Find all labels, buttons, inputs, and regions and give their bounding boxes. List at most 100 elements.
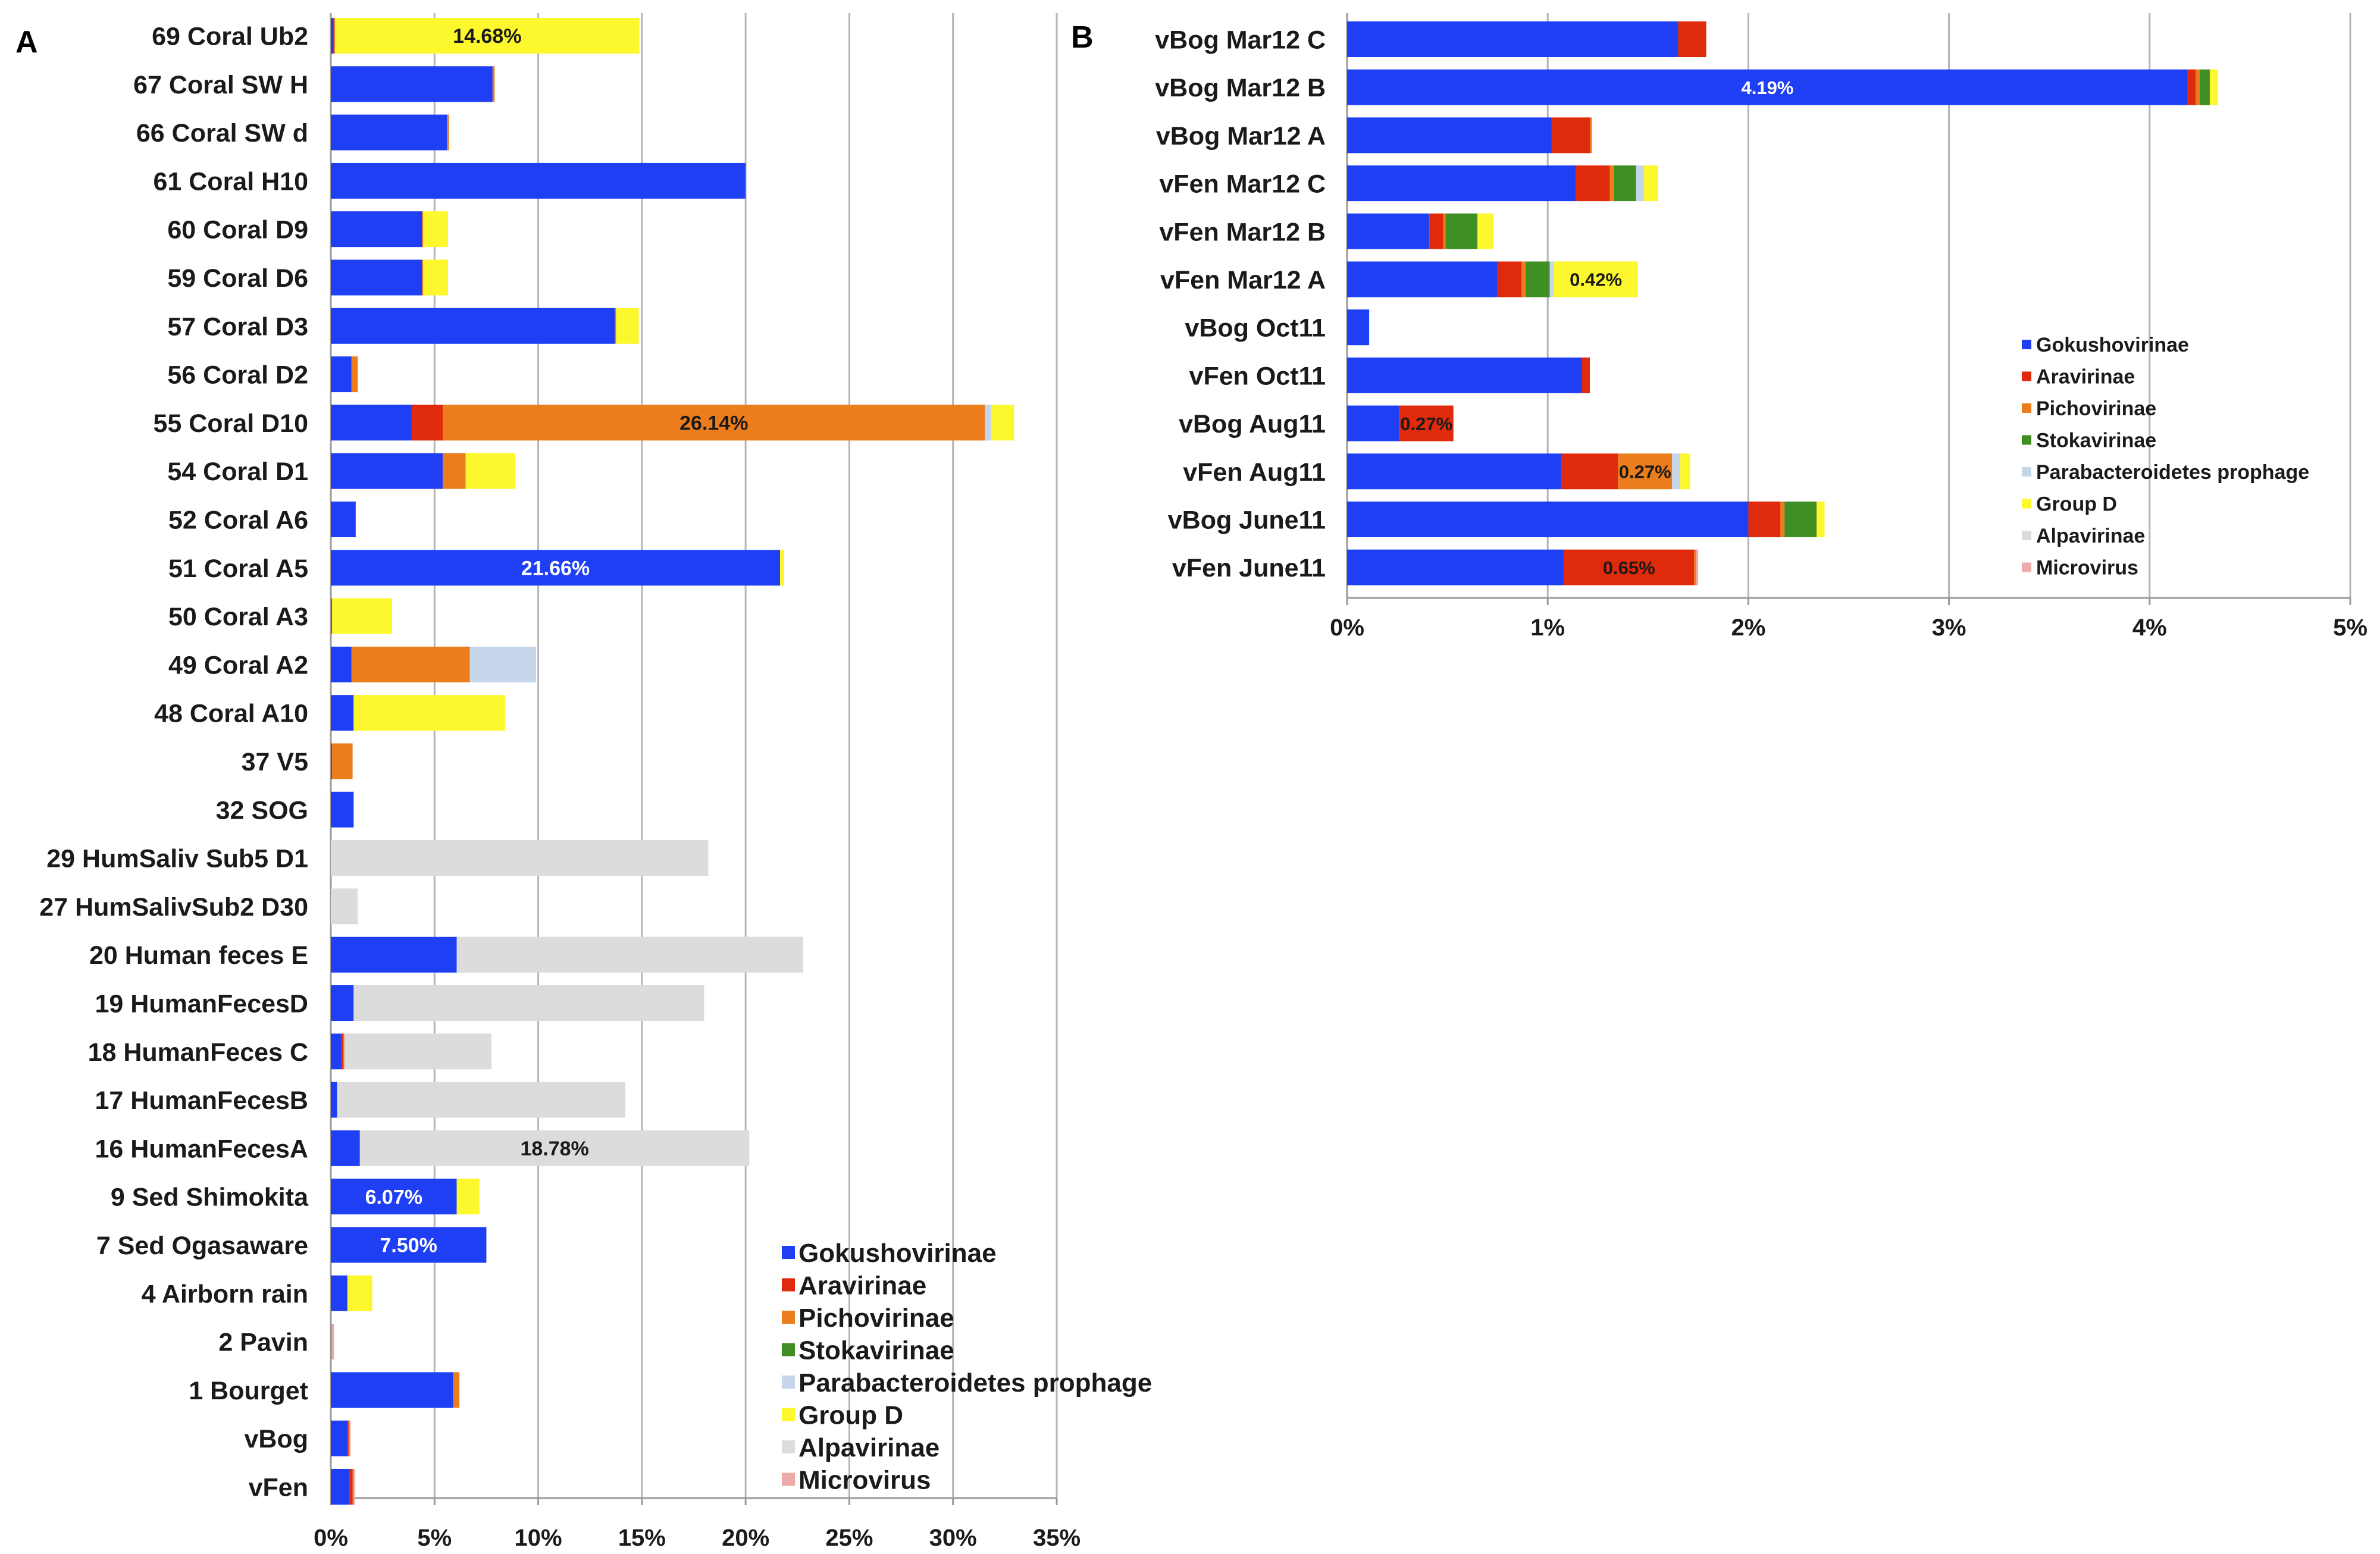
bar-segment-gokushovirinae xyxy=(331,259,422,296)
x-tick-label: 10% xyxy=(515,1525,562,1551)
bar-segment-pichovirinae xyxy=(615,308,616,344)
category-label: 32 SOG xyxy=(216,796,308,825)
legend-swatch-group-d xyxy=(2022,499,2031,509)
bar-segment-pichovirinae xyxy=(1443,213,1446,249)
data-label: 7.50% xyxy=(380,1235,437,1257)
bar-segment-gokushovirinae xyxy=(1347,357,1582,393)
legend-label: Gokushovirinae xyxy=(798,1239,997,1268)
bar-segment-gokushovirinae xyxy=(331,114,447,151)
data-label: 21.66% xyxy=(521,557,590,580)
x-tick-label: 35% xyxy=(1033,1525,1081,1551)
category-label: vBog Mar12 C xyxy=(1155,26,1326,54)
bar-segment-group-d xyxy=(331,598,392,634)
bar-segment-group-d xyxy=(1477,213,1494,249)
bar-segment-gokushovirinae xyxy=(331,743,332,779)
legend-swatch-aravirinae xyxy=(782,1278,795,1292)
bar-segment-pichovirinae xyxy=(348,1420,350,1456)
category-label: 2 Pavin xyxy=(218,1329,308,1357)
bar-segment-aravirinae xyxy=(2187,69,2196,105)
bar-segment-alpavirinae xyxy=(331,840,709,876)
bar-segment-group-d xyxy=(1817,502,1825,537)
bar-segment-gokushovirinae xyxy=(331,1275,347,1311)
bar-segment-alpavirinae xyxy=(337,1082,625,1118)
category-label: vFen Oct11 xyxy=(1189,362,1326,390)
data-label: 0.42% xyxy=(1570,270,1622,290)
bar-segment-pichovirinae xyxy=(1780,502,1785,537)
category-label: vBog Mar12 B xyxy=(1155,74,1326,102)
bar-segment-pichovirinae xyxy=(422,259,424,296)
category-label: 56 Coral D2 xyxy=(167,361,308,390)
bar-segment-aravirinae xyxy=(411,405,443,441)
category-label: 66 Coral SW d xyxy=(136,119,308,148)
bar-segment-aravirinae xyxy=(333,18,334,54)
bar-segment-aravirinae xyxy=(1429,213,1443,249)
x-tick-label: 30% xyxy=(929,1525,977,1551)
bar-segment-pichovirinae xyxy=(331,743,353,779)
bar-segment-parabacteroidetes-prophage xyxy=(985,405,991,441)
category-label: vBog xyxy=(245,1425,309,1453)
category-label: vFen Mar12 A xyxy=(1160,266,1326,294)
legend-label: Pichovirinae xyxy=(798,1304,954,1333)
legend-swatch-alpavirinae xyxy=(2022,531,2031,540)
bar-segment-gokushovirinae xyxy=(331,453,443,489)
category-label: 37 V5 xyxy=(242,748,308,776)
bar-segment-pichovirinae xyxy=(447,114,449,151)
bar-segment-gokushovirinae xyxy=(331,405,412,441)
bar-segment-alpavirinae xyxy=(359,1130,750,1166)
bar-segment-aravirinae xyxy=(1576,165,1610,202)
bar-segment-aravirinae xyxy=(347,1420,349,1456)
bar-segment-gokushovirinae xyxy=(331,1082,337,1118)
legend-label: Pichovirinae xyxy=(2036,397,2156,420)
category-label: 59 Coral D6 xyxy=(167,264,308,293)
x-tick-label: 15% xyxy=(618,1525,666,1551)
panel-b-chart: B 0% 1% 2% 3% 4% 5% vBog Mar12 C vBog Mar12 B 4.1… xyxy=(1071,13,2368,641)
bar-segment-aravirinae xyxy=(1582,357,1590,393)
category-label: 69 Coral Ub2 xyxy=(152,22,308,51)
bar-segment-gokushovirinae xyxy=(331,1033,342,1070)
legend-label: Alpavirinae xyxy=(798,1433,940,1462)
bar-segment-pichovirinae xyxy=(453,1372,460,1408)
bar-segment-gokushovirinae xyxy=(1347,309,1370,346)
bar-segment-gokushovirinae xyxy=(331,598,332,634)
category-label: 1 Bourget xyxy=(189,1377,308,1405)
category-label: 7 Sed Ogasaware xyxy=(96,1232,308,1260)
bar-segment-pichovirinae xyxy=(1618,453,1673,490)
bar-segment-pichovirinae xyxy=(443,405,985,441)
legend-label: Alpavirinae xyxy=(2036,525,2145,547)
legend-label: Stokavirinae xyxy=(2036,430,2156,452)
category-label: 60 Coral D9 xyxy=(167,216,308,245)
bar-segment-gokushovirinae xyxy=(1347,405,1399,441)
bar-segment-gokushovirinae xyxy=(331,308,615,344)
data-label: 0.65% xyxy=(1603,557,1655,578)
legend-swatch-alpavirinae xyxy=(782,1440,795,1453)
bar-segment-pichovirinae xyxy=(343,1033,345,1070)
legend-swatch-pichovirinae xyxy=(2022,403,2031,413)
bar-segment-pichovirinae xyxy=(1521,261,1526,297)
bar-segment-stokavirinae xyxy=(1614,165,1636,202)
bar-segment-gokushovirinae xyxy=(331,1179,457,1215)
category-label: 29 HumSaliv Sub5 D1 xyxy=(46,845,308,873)
bar-segment-group-d xyxy=(1680,453,1690,490)
bar-segment-aravirinae xyxy=(1748,502,1781,537)
bar-segment-gokushovirinae xyxy=(331,356,352,393)
x-tick-label: 3% xyxy=(1932,615,1966,641)
bar-segment-stokavirinae xyxy=(1784,502,1817,537)
legend-swatch-microvirus xyxy=(782,1472,795,1486)
bar-segment-stokavirinae xyxy=(1445,213,1478,249)
bar-segment-gokushovirinae xyxy=(331,646,352,682)
bar-segment-group-d xyxy=(347,1275,372,1311)
bar-segment-group-d xyxy=(780,550,784,586)
bar-segment-aravirinae xyxy=(1561,453,1618,490)
category-label: vBog June11 xyxy=(1168,506,1326,534)
panel-letter: B xyxy=(1071,20,1094,55)
category-label: 17 HumanFecesB xyxy=(95,1086,309,1115)
x-tick-label: 25% xyxy=(825,1525,873,1551)
data-label: 0.27% xyxy=(1619,461,1671,482)
category-label: 50 Coral A3 xyxy=(168,603,308,631)
bar-segment-microvirus xyxy=(349,1420,351,1456)
bar-segment-group-d xyxy=(423,211,448,247)
bar-segment-alpavirinae xyxy=(331,888,358,925)
x-tick-label: 0% xyxy=(314,1525,348,1551)
bar-segment-gokushovirinae xyxy=(1347,69,2188,105)
